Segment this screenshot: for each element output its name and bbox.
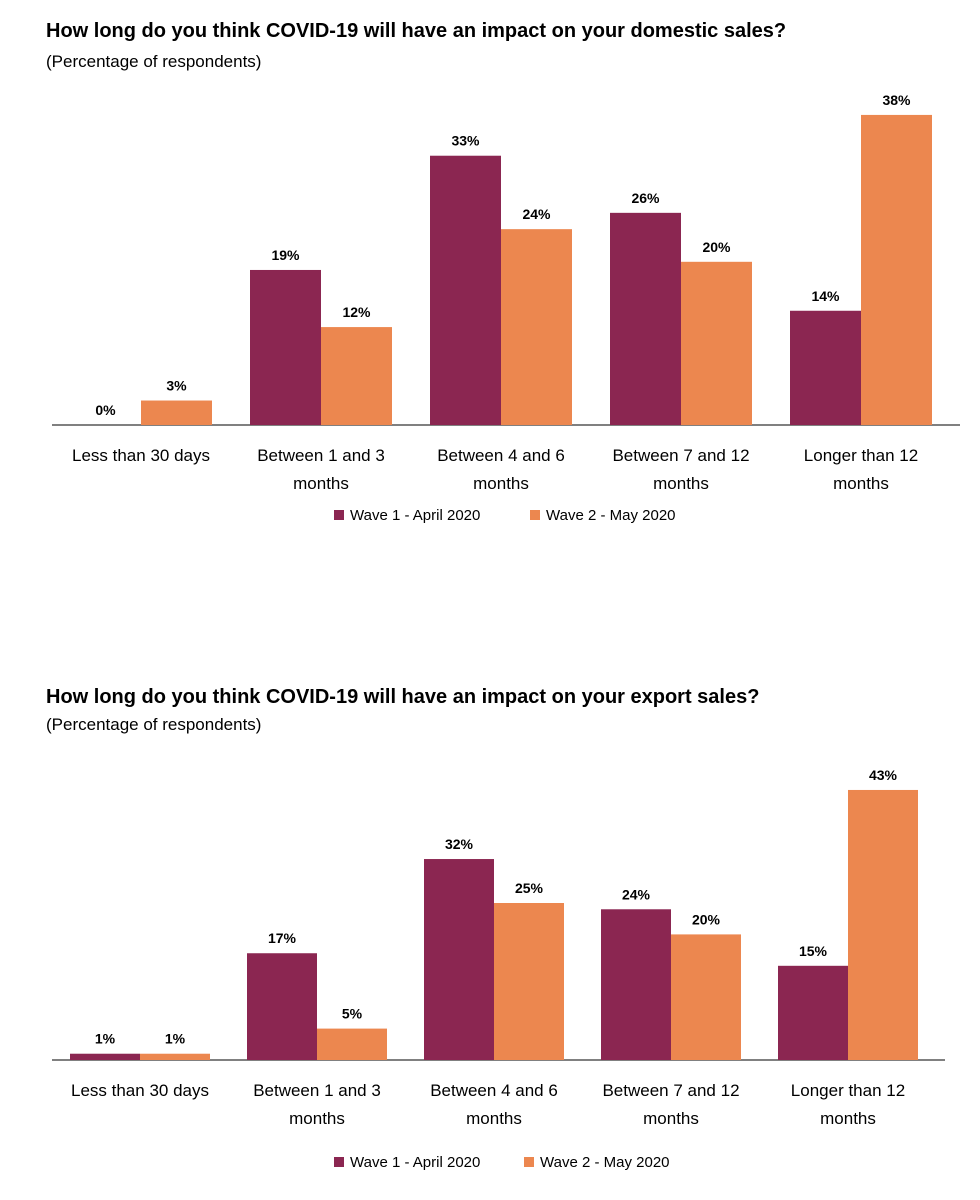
bar-wave1 (430, 155, 501, 425)
data-label: 17% (268, 930, 297, 946)
bar-wave2 (671, 934, 741, 1060)
category-label: Between 4 and 6 (430, 1081, 558, 1100)
category-label: Between 7 and 12 (602, 1081, 739, 1100)
bar-wave2 (494, 903, 564, 1060)
data-label: 3% (166, 378, 187, 394)
data-label: 24% (522, 206, 551, 222)
legend-label: Wave 2 - May 2020 (546, 507, 676, 524)
bar-wave2 (141, 400, 212, 425)
data-label: 33% (451, 133, 480, 149)
data-label: 24% (622, 886, 651, 902)
legend-label: Wave 1 - April 2020 (350, 1154, 480, 1171)
bar-wave2 (317, 1028, 387, 1060)
data-label: 20% (692, 911, 721, 927)
chart-title: How long do you think COVID-19 will have… (46, 20, 787, 42)
data-label: 1% (95, 1031, 116, 1047)
bar-wave2 (140, 1053, 210, 1060)
category-label: months (820, 1109, 876, 1128)
category-label: months (643, 1109, 699, 1128)
domestic-sales-chart: How long do you think COVID-19 will have… (0, 0, 980, 560)
category-label: months (289, 1109, 345, 1128)
bar-wave1 (601, 909, 671, 1060)
data-label: 25% (515, 880, 544, 896)
bar-wave2 (501, 229, 572, 425)
category-label: Less than 30 days (72, 446, 210, 465)
bar-wave2 (848, 789, 918, 1060)
bar-wave2 (321, 327, 392, 425)
chart-subtitle: (Percentage of respondents) (46, 715, 262, 734)
category-label: Between 1 and 3 (253, 1081, 381, 1100)
data-label: 0% (95, 402, 116, 418)
category-label: Longer than 12 (804, 446, 918, 465)
legend-label: Wave 2 - May 2020 (540, 1154, 670, 1171)
legend-swatch (334, 510, 344, 520)
bar-wave1 (778, 965, 848, 1060)
data-label: 43% (869, 767, 898, 783)
chart-title: How long do you think COVID-19 will have… (46, 686, 760, 708)
data-label: 20% (702, 239, 731, 255)
bar-wave2 (861, 114, 932, 426)
data-label: 38% (882, 92, 911, 108)
bar-wave1 (70, 1053, 140, 1060)
bar-wave2 (681, 261, 752, 425)
data-label: 14% (811, 288, 840, 304)
data-label: 15% (799, 943, 828, 959)
bar-wave1 (250, 269, 321, 425)
category-label: months (293, 474, 349, 493)
category-label: months (653, 474, 709, 493)
legend-swatch (530, 510, 540, 520)
export-sales-plot: 1% 1% Less than 30 days 17% 5% Between 1 and … (52, 767, 945, 1171)
chart-subtitle: (Percentage of respondents) (46, 52, 262, 71)
data-label: 32% (445, 836, 474, 852)
bar-wave1 (790, 310, 861, 425)
category-label: months (466, 1109, 522, 1128)
category-label: months (833, 474, 889, 493)
legend-swatch (334, 1157, 344, 1167)
bar-wave1 (247, 953, 317, 1060)
data-label: 1% (165, 1031, 186, 1047)
data-label: 12% (342, 304, 371, 320)
bar-wave1 (610, 212, 681, 425)
category-label: months (473, 474, 529, 493)
category-label: Between 7 and 12 (612, 446, 749, 465)
data-label: 26% (631, 190, 660, 206)
category-label: Between 1 and 3 (257, 446, 385, 465)
bar-wave1 (424, 859, 494, 1060)
category-label: Less than 30 days (71, 1081, 209, 1100)
data-label: 5% (342, 1006, 363, 1022)
legend-swatch (524, 1157, 534, 1167)
data-label: 19% (271, 247, 300, 263)
legend-label: Wave 1 - April 2020 (350, 507, 480, 524)
export-sales-chart: How long do you think COVID-19 will have… (0, 660, 980, 1200)
category-label: Between 4 and 6 (437, 446, 565, 465)
domestic-sales-plot: 0% 3% Less than 30 days 19% 12% Between 1 and… (52, 92, 960, 524)
category-label: Longer than 12 (791, 1081, 905, 1100)
